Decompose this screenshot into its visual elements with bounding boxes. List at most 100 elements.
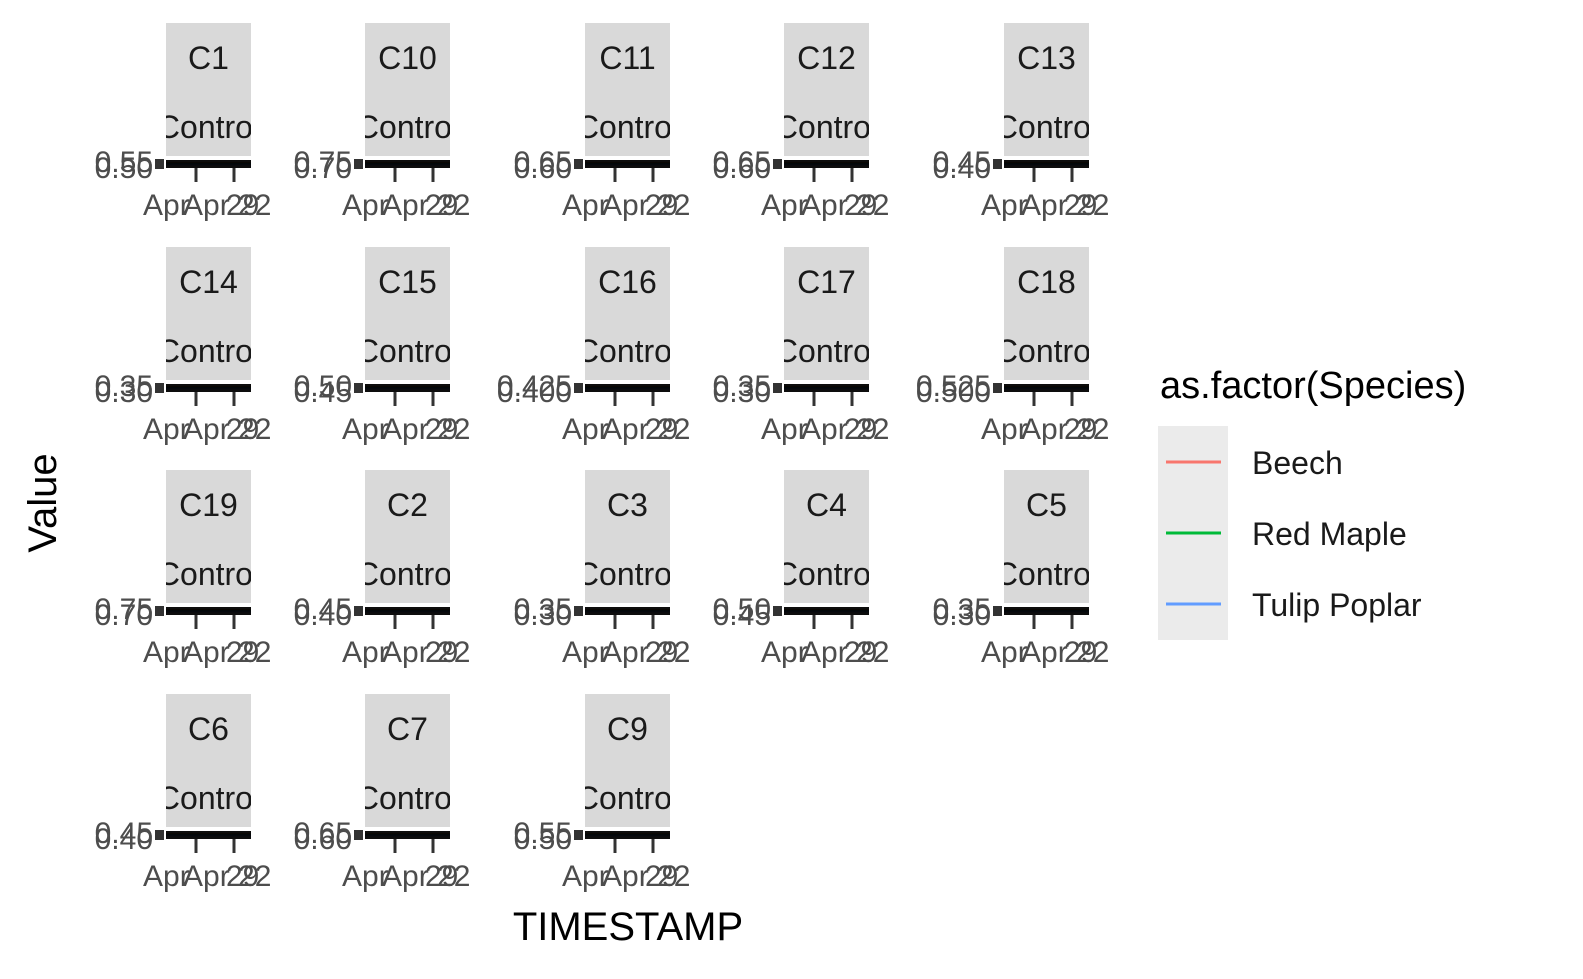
x-tick-label: Apr [143,189,190,222]
plot-area [166,384,251,392]
y-tick-label: 0.525 [916,370,991,403]
plot-area [784,160,869,168]
x-tick-label: Apr 22 [801,413,889,446]
y-tick-label: 0.45 [95,817,153,850]
facet-treatment-label: Control [576,109,679,145]
y-tick-label: 0.35 [713,370,771,403]
facet-site-label: C11 [599,40,655,76]
y-axis-ticks [993,383,1002,393]
plot-area [365,160,450,168]
plot-area [585,607,670,615]
facet-strip [585,694,670,827]
plot-area [365,607,450,615]
y-tick-label: 0.55 [514,817,572,850]
y-tick-label: 0.40 [294,599,352,632]
x-tick-label: Apr [761,413,808,446]
x-tick-label: 29 [844,636,877,669]
plot-area [1004,384,1089,392]
y-tick-label: 0.30 [933,599,991,632]
x-tick-label: Apr [342,636,389,669]
legend-label: Red Maple [1252,516,1407,552]
y-tick-label: 0.35 [514,593,572,626]
y-tick-label: 0.50 [514,823,572,856]
y-tick-label: 0.50 [95,152,153,185]
y-tick-label: 0.55 [95,146,153,179]
x-tick-label: Apr 22 [801,189,889,222]
facet-site-label: C2 [387,487,428,523]
x-tick-label: 29 [425,860,458,893]
plot-area [585,160,670,168]
x-tick-label: Apr [562,413,609,446]
facet-treatment-label: Control [995,109,1098,145]
facet-treatment-label: Control [157,109,260,145]
y-axis-ticks [354,159,363,169]
y-tick-label: 0.30 [95,376,153,409]
plot-area [166,607,251,615]
legend-label: Beech [1252,445,1343,481]
facet-strip [365,23,450,156]
facet-strip [166,470,251,603]
legend-title: as.factor(Species) [1160,365,1466,407]
x-tick-label: Apr 22 [382,636,470,669]
x-tick-label: Apr [562,860,609,893]
y-axis-title: Value [21,453,65,552]
y-tick-label: 0.45 [713,599,771,632]
x-tick-label: Apr 22 [183,860,271,893]
facet-treatment-label: Control [775,556,878,592]
y-axis-ticks [773,159,782,169]
facet-treatment-label: Control [775,333,878,369]
y-tick-label: 0.75 [294,146,352,179]
y-tick-label: 0.40 [933,152,991,185]
x-tick-label: Apr [342,189,389,222]
plot-area [166,160,251,168]
facet-treatment-label: Control [157,780,260,816]
y-tick-label: 0.45 [294,593,352,626]
facet-site-label: C10 [378,40,437,76]
y-tick-label: 0.500 [916,376,991,409]
x-tick-label: Apr [342,860,389,893]
facet-site-label: C13 [1017,40,1076,76]
x-tick-label: Apr 22 [1021,189,1109,222]
x-tick-label: Apr 22 [183,189,271,222]
x-tick-label: Apr 22 [1021,636,1109,669]
y-axis-ticks [993,159,1002,169]
facet-site-label: C5 [1026,487,1067,523]
facet-site-label: C6 [188,711,229,747]
facet-treatment-label: Control [356,333,459,369]
x-tick-label: Apr 22 [801,636,889,669]
y-tick-label: 0.400 [497,376,572,409]
facet-treatment-label: Control [576,556,679,592]
facet-site-label: C14 [179,264,238,300]
x-tick-label: Apr 22 [183,636,271,669]
facet-treatment-label: Control [157,333,260,369]
plot-area [365,831,450,839]
y-tick-label: 0.60 [514,152,572,185]
facet-treatment-label: Control [775,109,878,145]
x-tick-label: Apr 22 [602,189,690,222]
facet-strip [1004,23,1089,156]
x-tick-label: 29 [645,413,678,446]
y-tick-label: 0.70 [294,152,352,185]
x-tick-label: Apr [562,189,609,222]
x-tick-label: 29 [844,413,877,446]
plot-area [1004,160,1089,168]
x-tick-label: 29 [425,189,458,222]
x-tick-label: 29 [425,636,458,669]
x-tick-label: 29 [425,413,458,446]
x-tick-label: Apr [981,413,1028,446]
facet-treatment-label: Control [576,780,679,816]
facet-strip [585,470,670,603]
facet-strip [166,23,251,156]
facet-site-label: C17 [797,264,856,300]
x-tick-label: 29 [1064,413,1097,446]
y-tick-label: 0.60 [294,823,352,856]
